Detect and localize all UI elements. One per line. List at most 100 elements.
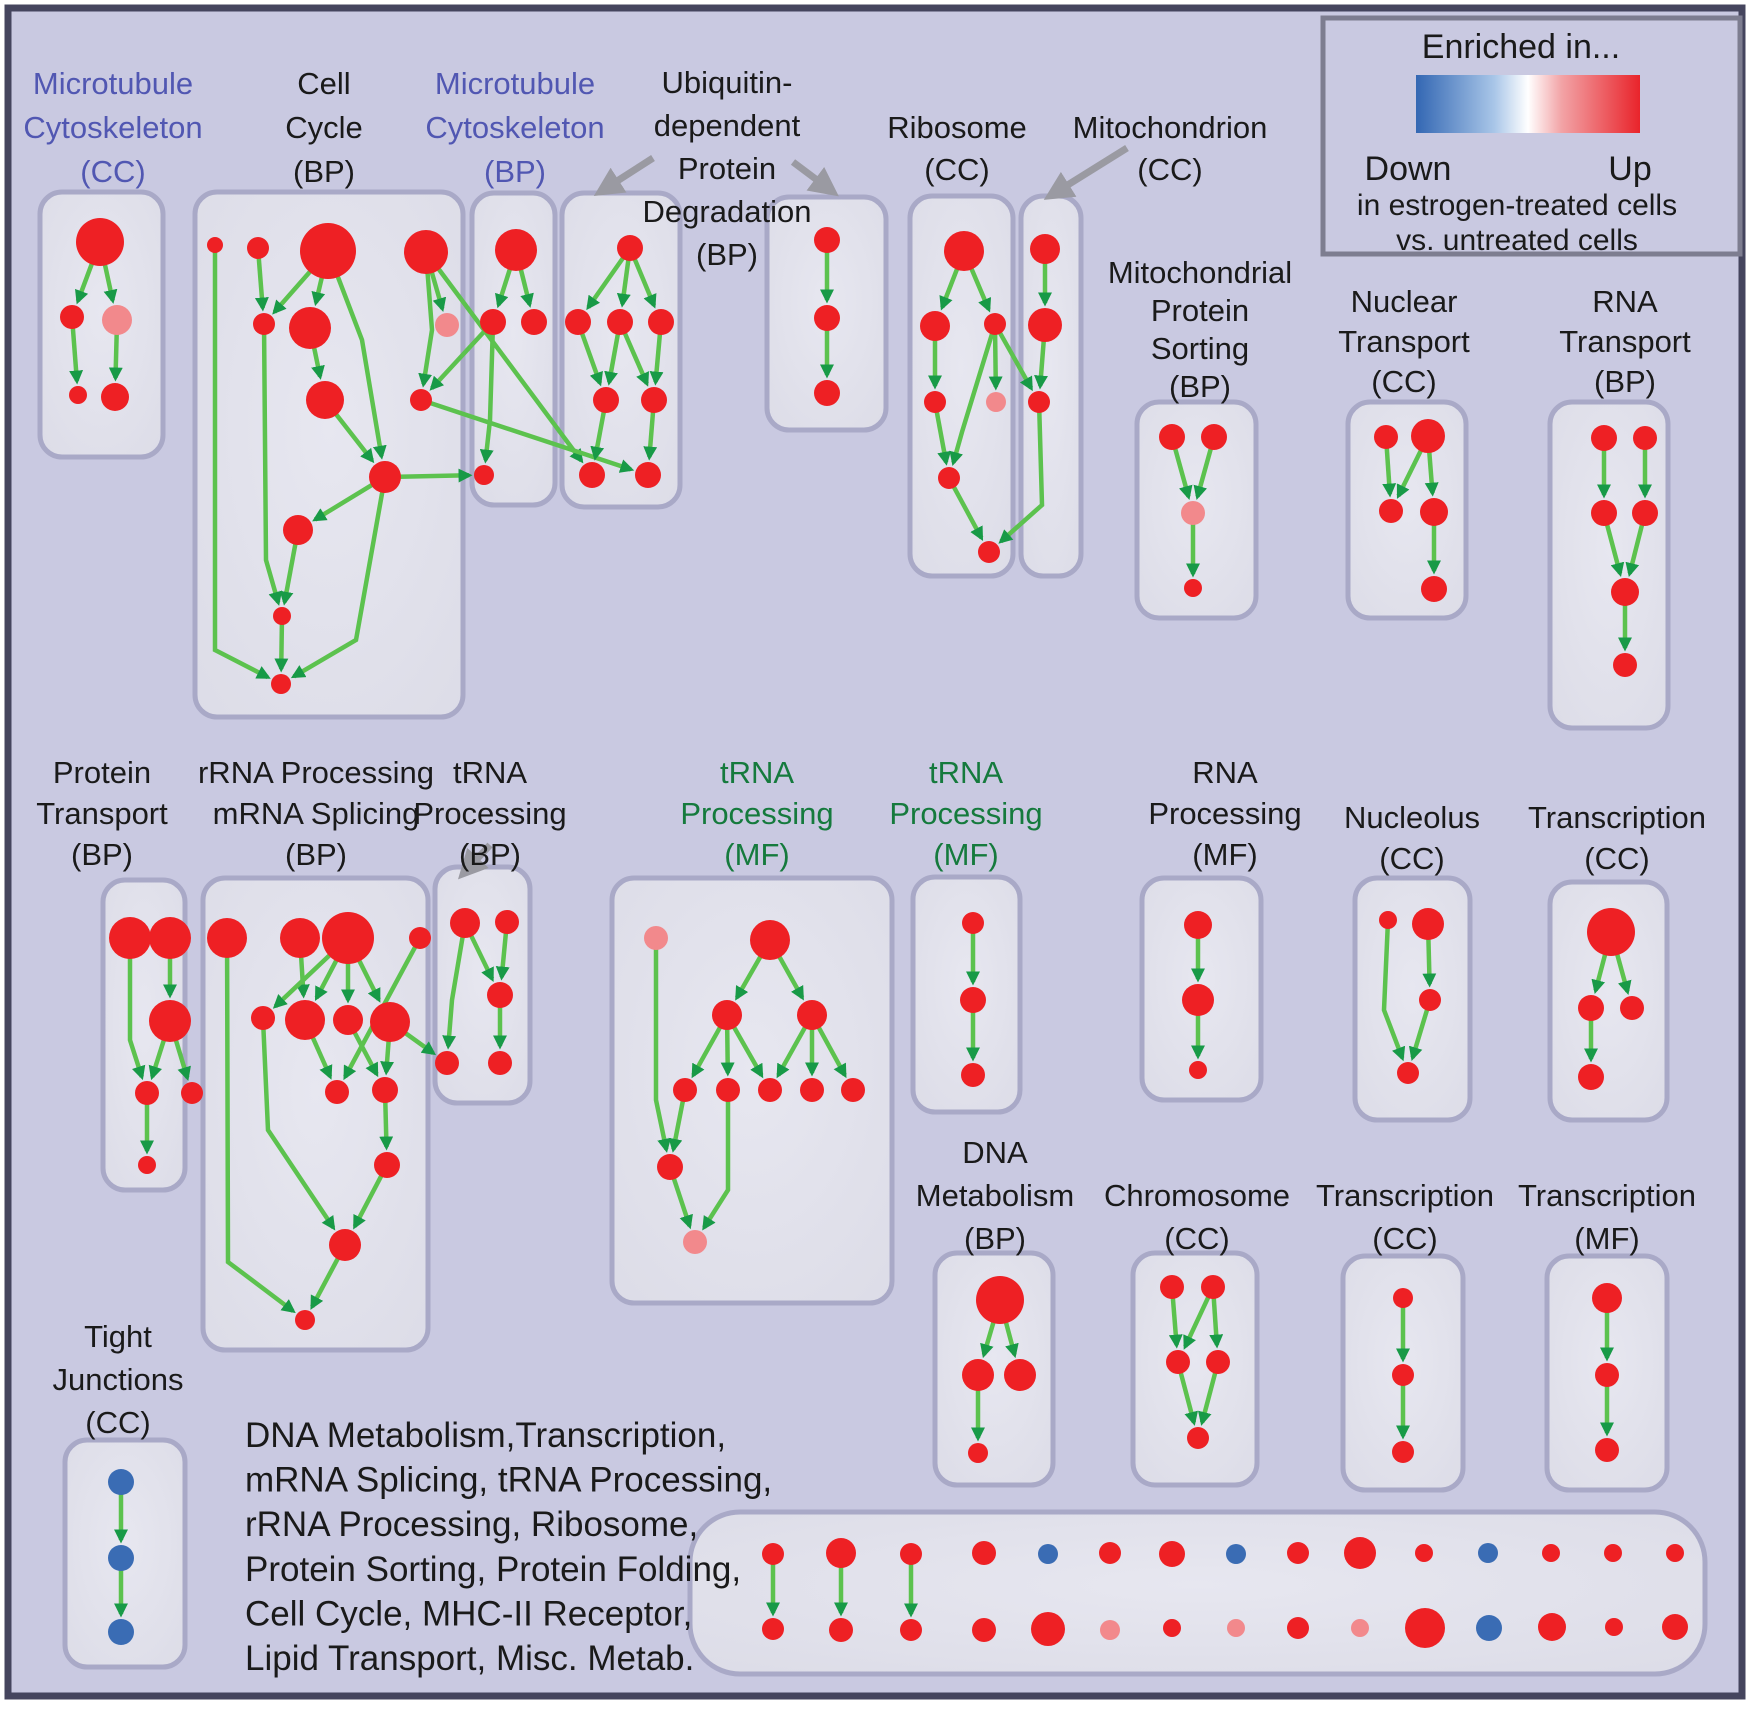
go-term-node-mito1	[1030, 234, 1060, 264]
cluster-label-mitochondrial-protein-sorting-bp-line3: Sorting	[1151, 331, 1249, 366]
edge-mtcc1-mtcc3	[102, 263, 118, 304]
go-term-node-rr6	[285, 1000, 325, 1040]
cluster-label-trna-processing-bp-line3: (BP)	[459, 837, 521, 872]
go-term-node-ch5	[1187, 1427, 1209, 1449]
cluster-label-transcription-mf-line2: (MF)	[1574, 1221, 1639, 1256]
go-term-node-st8t	[1226, 1544, 1246, 1564]
edge-cc3-cc5	[272, 269, 313, 315]
edge-cc8-cc10	[333, 412, 375, 464]
cluster-label-nucleolus-cc-line1: Nucleolus	[1344, 800, 1480, 835]
cluster-label-microtubule-cytoskeleton-bp-line1: Microtubule	[435, 66, 595, 101]
edge-tm1-tm10	[653, 948, 671, 1153]
cluster-label-transcription-cc-row2-line1: Transcription	[1528, 800, 1706, 835]
go-term-node-st14t	[1604, 1544, 1622, 1562]
edge-mtcc3-mtcc5	[108, 332, 123, 382]
cluster-label-tight-junctions-cc-line3: (CC)	[85, 1405, 150, 1440]
edge-mtbp1-mtbp3	[518, 267, 534, 308]
cluster-label-tight-junctions-cc-line2: Junctions	[53, 1362, 184, 1397]
go-term-node-rr13	[295, 1310, 315, 1330]
go-term-node-rr2	[280, 918, 320, 958]
cluster-label-microtubule-cytoskeleton-cc-line2: Cytoskeleton	[23, 110, 202, 145]
go-term-node-ubq3	[607, 309, 633, 335]
edge-ubq1-ubq2	[586, 255, 626, 311]
go-term-node-rr9	[325, 1080, 349, 1104]
go-term-node-mps1	[1159, 424, 1185, 450]
cluster-label-transcription-cc-row3-line2: (CC)	[1372, 1221, 1437, 1256]
edge-cc3-cc10	[335, 274, 387, 460]
cluster-label-microtubule-cytoskeleton-cc-line3: (CC)	[80, 154, 145, 189]
cluster-label-ubiquitin-dependent-protein-degradation-bp-line5: (BP)	[696, 237, 758, 272]
edge-rr1-rr13	[224, 955, 296, 1314]
edge-dm1-dm2	[980, 1320, 996, 1359]
go-term-node-st3b	[900, 1619, 922, 1641]
cluster-label-trna-processing-bp-line1: tRNA	[453, 755, 527, 790]
footnote-text-block: DNA Metabolism,Transcription, mRNA Splici…	[245, 1416, 772, 1678]
edge-rr7-rr10	[352, 1030, 379, 1078]
go-term-node-rp3	[1189, 1061, 1207, 1079]
edge-pt3-pt5	[173, 1038, 191, 1082]
go-term-node-dm3	[1004, 1359, 1036, 1391]
edge-rib1-rib3	[968, 266, 992, 313]
go-term-node-t43	[1595, 1438, 1619, 1462]
annotation-arrows	[457, 145, 1129, 880]
edge-cc4-ubq7	[436, 266, 584, 464]
go-term-node-tm4	[797, 1000, 827, 1030]
go-term-node-st11t	[1415, 1544, 1433, 1562]
go-term-node-rib6	[938, 467, 960, 489]
go-term-node-cc1	[207, 237, 223, 253]
go-term-node-tc4	[1578, 1064, 1604, 1090]
go-term-node-rt3	[1591, 500, 1617, 526]
edge-ubq2-ubq5	[579, 331, 603, 387]
go-term-node-mps4	[1184, 579, 1202, 597]
go-term-node-pt5	[181, 1082, 203, 1104]
cluster-label-transcription-cc-row2-line2: (CC)	[1584, 841, 1649, 876]
legend-up-label: Up	[1608, 150, 1651, 188]
go-term-node-tm11	[683, 1230, 707, 1254]
go-term-node-mps3	[1181, 501, 1205, 525]
cluster-label-transcription-mf-line1: Transcription	[1518, 1178, 1696, 1213]
cluster-label-ribosome-cc-line1: Ribosome	[887, 110, 1027, 145]
go-term-node-st14b	[1605, 1618, 1623, 1636]
edge-ubq5-ubq7	[590, 410, 607, 461]
edge-rib6-rib7	[951, 484, 984, 541]
go-term-node-nt2	[1411, 419, 1445, 453]
cluster-label-ubiquitin-dependent-protein-degradation-bp-line2: dependent	[654, 108, 801, 143]
edge-rr10-rr11	[379, 1100, 394, 1151]
cluster-label-microtubule-cytoskeleton-bp-line3: (BP)	[484, 154, 546, 189]
cluster-label-rna-processing-mf-line2: Processing	[1148, 796, 1301, 831]
cluster-label-rrna-processing-mrna-splicing-bp-line2: mRNA Splicing	[213, 796, 420, 831]
cluster-label-ubiquitin-dependent-protein-degradation-bp-line3: Protein	[678, 151, 776, 186]
go-term-node-mtcc2	[60, 305, 84, 329]
go-term-node-pt4	[135, 1081, 159, 1105]
edge-cc5-cc12	[261, 332, 283, 606]
edge-mito3-rib7	[998, 410, 1045, 544]
edge-ubq1-ubq4	[632, 257, 657, 309]
go-term-node-rr1	[207, 918, 247, 958]
go-term-node-mtcc1	[76, 218, 124, 266]
go-term-node-st2b	[829, 1618, 853, 1642]
cluster-label-cell-cycle-bp-line3: (BP)	[293, 154, 355, 189]
cluster-label-mitochondrial-protein-sorting-bp-line4: (BP)	[1169, 369, 1231, 404]
go-term-node-nu2	[1412, 908, 1444, 940]
edge-mps2-mps3	[1193, 446, 1214, 500]
go-term-node-ubqb3	[814, 380, 840, 406]
edge-tm6-tm11	[702, 1100, 731, 1231]
edge-nt2-nt3	[1396, 448, 1424, 499]
go-term-node-t41	[1592, 1283, 1622, 1313]
cluster-label-mitochondrial-protein-sorting-bp-line1: Mitochondrial	[1108, 255, 1292, 290]
edge-cc1-cc13	[212, 251, 271, 680]
cluster-label-microtubule-cytoskeleton-cc-line1: Microtubule	[33, 66, 193, 101]
go-term-node-mito3	[1028, 391, 1050, 413]
cluster-label-trna-processing-bp-line2: Processing	[413, 796, 566, 831]
go-term-node-tc3	[1620, 996, 1644, 1020]
annotation-arrow-4	[457, 842, 493, 880]
edge-ubq6-ubq8	[643, 410, 658, 461]
annotation-arrow-3	[1043, 145, 1129, 200]
go-term-node-rp2	[1182, 984, 1214, 1016]
cluster-label-tight-junctions-cc-line1: Tight	[84, 1319, 152, 1354]
edge-tm2-tm4	[776, 954, 805, 1001]
cluster-box-nucleolus-cc	[1352, 875, 1473, 1123]
go-term-node-st9b	[1287, 1617, 1309, 1639]
go-term-node-rib7	[978, 541, 1000, 563]
edge-cc2-cc5	[254, 256, 269, 312]
